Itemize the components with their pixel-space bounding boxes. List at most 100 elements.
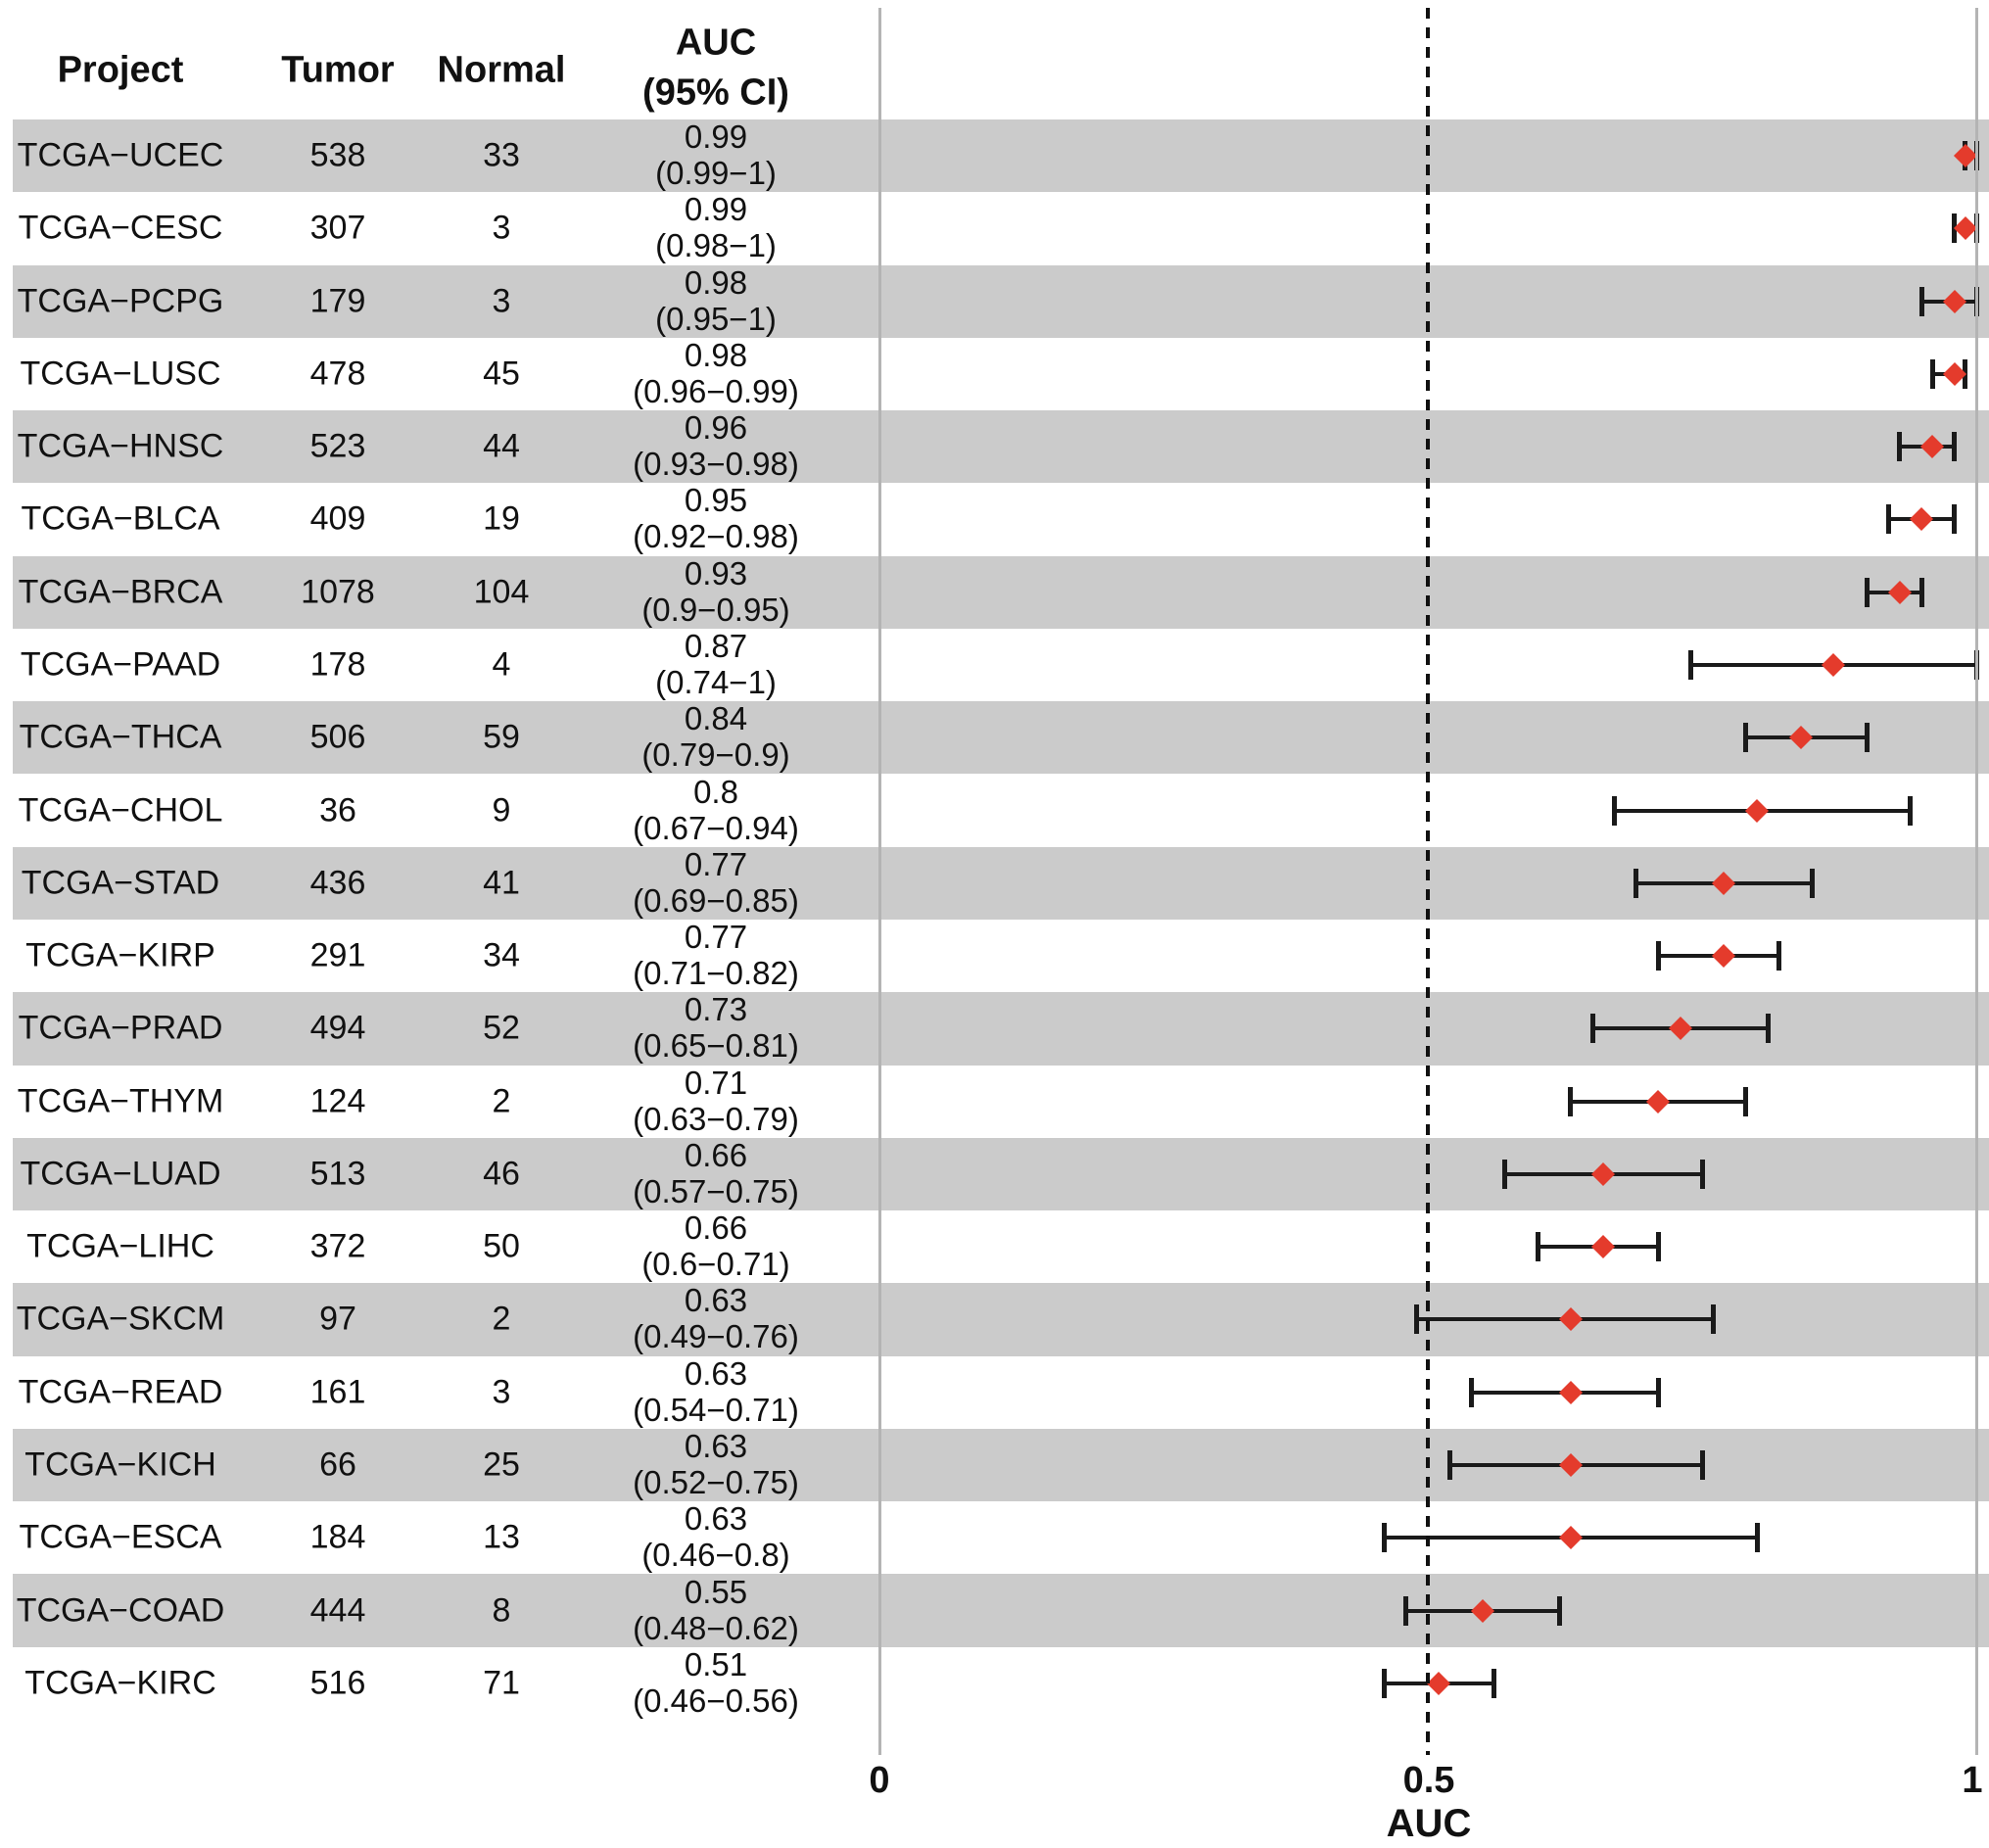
auc-ci-text: (0.93−0.98) [633, 446, 799, 483]
table-row: TCGA−THCA 506 59 0.84 (0.79−0.9) [0, 700, 1989, 775]
auc-value-text: 0.8 [693, 773, 738, 810]
ci-upper-cap [1710, 1304, 1716, 1335]
auc-ci-cell: 0.63 (0.46−0.8) [641, 1500, 790, 1574]
tumor-count-cell: 478 [309, 355, 366, 393]
project-cell: TCGA−LUSC [20, 355, 221, 393]
project-cell: TCGA−BRCA [18, 573, 223, 611]
auc-ci-cell: 0.73 (0.65−0.81) [633, 991, 799, 1065]
auc-ci-cell: 0.51 (0.46−0.56) [633, 1646, 799, 1720]
ci-lower-cap [1381, 1668, 1387, 1698]
tumor-count-cell: 494 [309, 1009, 366, 1047]
ci-upper-cap [1655, 1377, 1661, 1407]
auc-ci-cell: 0.98 (0.95−1) [655, 264, 777, 338]
project-cell: TCGA−KIRC [24, 1664, 216, 1702]
tumor-count-cell: 161 [309, 1373, 366, 1411]
normal-count-cell: 4 [492, 645, 511, 684]
auc-ci-cell: 0.96 (0.93−0.98) [633, 409, 799, 483]
ci-lower-cap [1885, 504, 1891, 535]
normal-count-cell: 34 [483, 936, 520, 974]
row-band [13, 701, 1989, 775]
column-header-project: Project [57, 49, 184, 91]
ci-lower-cap [1568, 1086, 1574, 1116]
tumor-count-cell: 516 [309, 1664, 366, 1702]
ci-upper-cap [1754, 1523, 1760, 1553]
tumor-count-cell: 444 [309, 1591, 366, 1630]
auc-value-text: 0.55 [684, 1573, 748, 1610]
auc-ci-cell: 0.99 (0.99−1) [655, 118, 777, 192]
normal-count-cell: 2 [492, 1082, 511, 1120]
tumor-count-cell: 523 [309, 427, 366, 465]
project-cell: TCGA−COAD [16, 1591, 225, 1630]
ci-lower-cap [1929, 358, 1935, 389]
auc-value-text: 0.99 [684, 118, 748, 156]
table-row: TCGA−KICH 66 25 0.63 (0.52−0.75) [0, 1428, 1989, 1502]
project-cell: TCGA−LIHC [26, 1227, 214, 1265]
normal-count-cell: 71 [483, 1664, 520, 1702]
table-row: TCGA−LUAD 513 46 0.66 (0.57−0.75) [0, 1137, 1989, 1211]
tumor-count-cell: 307 [309, 209, 366, 247]
auc-ci-text: (0.67−0.94) [633, 809, 799, 846]
auc-ci-cell: 0.66 (0.6−0.71) [641, 1209, 789, 1283]
ci-lower-cap [1403, 1595, 1409, 1626]
auc-value-text: 0.63 [684, 1428, 748, 1465]
table-row: TCGA−COAD 444 8 0.55 (0.48−0.62) [0, 1573, 1989, 1647]
auc-ci-text: (0.96−0.99) [633, 372, 799, 409]
tumor-count-cell: 1078 [301, 573, 375, 611]
project-cell: TCGA−SKCM [16, 1300, 225, 1338]
auc-ci-cell: 0.77 (0.71−0.82) [633, 919, 799, 992]
table-row: TCGA−STAD 436 41 0.77 (0.69−0.85) [0, 846, 1989, 920]
x-tick-1: 1 [1962, 1760, 1983, 1801]
normal-count-cell: 45 [483, 355, 520, 393]
ci-lower-cap [1501, 1159, 1507, 1189]
auc-ci-text: (0.9−0.95) [641, 591, 790, 628]
normal-count-cell: 2 [492, 1300, 511, 1338]
auc-ci-text: (0.99−1) [655, 155, 777, 192]
tumor-count-cell: 291 [309, 936, 366, 974]
normal-count-cell: 13 [483, 1518, 520, 1556]
tumor-count-cell: 178 [309, 645, 366, 684]
auc-ci-text: (0.46−0.8) [641, 1537, 790, 1574]
auc-ci-text: (0.71−0.82) [633, 955, 799, 992]
auc-value-text: 0.66 [684, 1209, 748, 1247]
table-row: TCGA−ESCA 184 13 0.63 (0.46−0.8) [0, 1500, 1989, 1574]
project-cell: TCGA−READ [18, 1373, 223, 1411]
project-cell: TCGA−PCPG [17, 282, 224, 320]
table-row: TCGA−PAAD 178 4 0.87 (0.74−1) [0, 628, 1989, 701]
ci-lower-cap [1611, 795, 1617, 826]
normal-count-cell: 9 [492, 791, 511, 829]
table-row: TCGA−LUSC 478 45 0.98 (0.96−0.99) [0, 337, 1989, 410]
tumor-count-cell: 506 [309, 718, 366, 756]
tumor-count-cell: 97 [319, 1300, 356, 1338]
project-cell: TCGA−STAD [21, 864, 220, 902]
ci-upper-cap [1699, 1450, 1705, 1481]
auc-value-text: 0.73 [684, 991, 748, 1028]
project-cell: TCGA−UCEC [17, 136, 224, 174]
project-cell: TCGA−THCA [19, 718, 222, 756]
auc-ci-text: (0.63−0.79) [633, 1100, 799, 1137]
ci-upper-cap [1864, 723, 1870, 753]
tumor-count-cell: 538 [309, 136, 366, 174]
table-row: TCGA−BRCA 1078 104 0.93 (0.9−0.95) [0, 555, 1989, 629]
ci-upper-cap [1743, 1086, 1749, 1116]
tumor-count-cell: 372 [309, 1227, 366, 1265]
column-header-auc-ci: AUC (95% CI) [642, 22, 789, 114]
table-row: TCGA−PRAD 494 52 0.73 (0.65−0.81) [0, 991, 1989, 1066]
ci-upper-cap [1776, 941, 1781, 971]
normal-count-cell: 41 [483, 864, 520, 902]
table-row: TCGA−KIRC 516 71 0.51 (0.46−0.56) [0, 1646, 1989, 1720]
auc-value-text: 0.96 [684, 409, 748, 447]
tumor-count-cell: 36 [319, 791, 356, 829]
auc-value-text: 0.77 [684, 919, 748, 956]
table-row: TCGA−PCPG 179 3 0.98 (0.95−1) [0, 264, 1989, 338]
project-cell: TCGA−KICH [24, 1445, 216, 1484]
ci-lower-cap [1589, 1014, 1595, 1044]
tumor-count-cell: 513 [309, 1155, 366, 1193]
auc-ci-cell: 0.84 (0.79−0.9) [641, 700, 789, 774]
tumor-count-cell: 179 [309, 282, 366, 320]
auc-ci-cell: 0.95 (0.92−0.98) [633, 483, 799, 556]
auc-ci-text: (0.98−1) [655, 227, 777, 264]
row-band [13, 119, 1989, 193]
auc-ci-cell: 0.63 (0.52−0.75) [633, 1428, 799, 1501]
ci-lower-cap [1918, 286, 1924, 316]
normal-count-cell: 52 [483, 1009, 520, 1047]
